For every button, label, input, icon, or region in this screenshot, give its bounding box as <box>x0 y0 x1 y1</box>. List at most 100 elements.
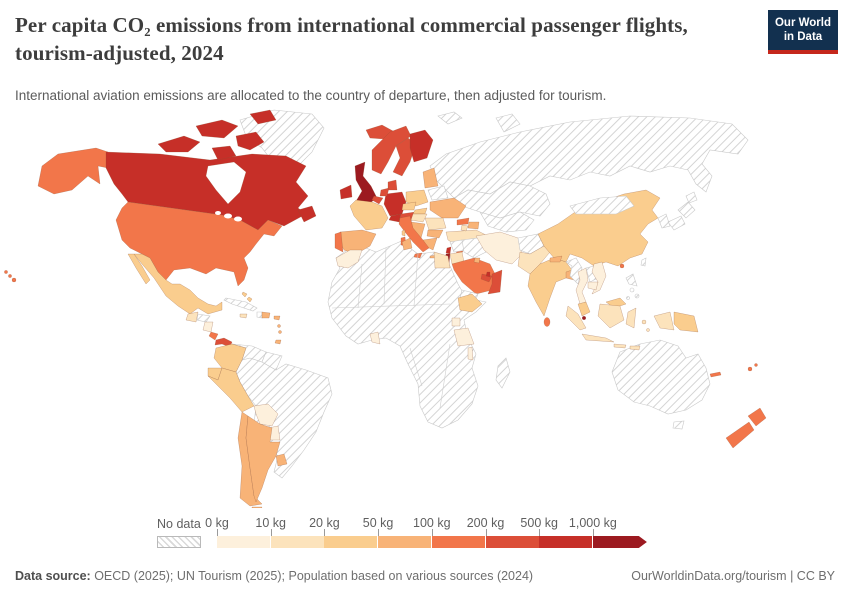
country-lesser-antilles[interactable] <box>277 324 281 328</box>
country-hawaii[interactable] <box>8 274 12 278</box>
country-malawi[interactable] <box>467 346 474 361</box>
legend-bin-4[interactable] <box>431 536 485 548</box>
legend-bin-7[interactable] <box>592 536 647 548</box>
country-new-zealand-south[interactable] <box>725 421 755 449</box>
country-svalbard[interactable] <box>437 111 463 125</box>
country-lebanon[interactable] <box>445 246 452 255</box>
country-malaysia[interactable] <box>577 301 591 317</box>
country-ghana[interactable] <box>369 331 381 345</box>
country-nicaragua[interactable] <box>202 321 214 333</box>
country-philippines[interactable] <box>634 293 640 299</box>
country-belarus[interactable] <box>427 185 449 201</box>
country-canada-island[interactable] <box>195 119 239 139</box>
country-qatar[interactable] <box>485 271 491 278</box>
country-morocco[interactable] <box>335 249 363 269</box>
country-tierra-del-fuego[interactable] <box>251 506 263 508</box>
country-costa-rica[interactable] <box>208 331 219 341</box>
country-georgia[interactable] <box>456 217 470 226</box>
country-fiji[interactable] <box>754 363 758 367</box>
country-belgium[interactable] <box>371 195 384 205</box>
country-slovakia[interactable] <box>412 207 428 215</box>
country-ethiopia[interactable] <box>457 293 483 313</box>
legend-bin-1[interactable] <box>270 536 324 548</box>
license-link[interactable]: OurWorldinData.org/tourism | CC BY <box>631 569 835 583</box>
country-indonesia-sulawesi[interactable] <box>625 307 637 329</box>
country-dominican-republic[interactable] <box>261 311 271 319</box>
country-colombia[interactable] <box>213 343 247 373</box>
country-azerbaijan[interactable] <box>467 221 480 230</box>
legend-bin-6[interactable] <box>539 536 593 548</box>
country-tunisia[interactable] <box>401 237 413 251</box>
country-philippines[interactable] <box>625 273 638 287</box>
country-haiti[interactable] <box>256 311 263 319</box>
country-new-zealand-north[interactable] <box>747 407 767 427</box>
country-uruguay[interactable] <box>275 453 288 467</box>
country-baltics[interactable] <box>422 167 439 189</box>
country-australia[interactable] <box>611 339 711 415</box>
country-indonesia-lesser-sunda[interactable] <box>629 345 641 351</box>
country-novaya-zemlya[interactable] <box>495 113 521 133</box>
country-guyanas[interactable] <box>261 351 283 371</box>
country-ukraine[interactable] <box>429 197 467 219</box>
country-portugal[interactable] <box>334 231 344 253</box>
country-tanzania[interactable] <box>453 327 475 347</box>
country-iran[interactable] <box>475 231 523 265</box>
legend-bin-5[interactable] <box>485 536 539 548</box>
country-denmark[interactable] <box>387 179 398 191</box>
country-sri-lanka[interactable] <box>543 317 551 327</box>
country-indonesia-papua[interactable] <box>653 311 675 331</box>
world-choropleth-map[interactable] <box>0 108 846 508</box>
country-new-caledonia[interactable] <box>709 371 722 378</box>
country-korea[interactable] <box>657 213 671 229</box>
country-fiji[interactable] <box>747 366 753 372</box>
country-hungary[interactable] <box>410 213 428 223</box>
country-united-kingdom[interactable] <box>354 161 378 206</box>
country-taiwan[interactable] <box>640 257 647 267</box>
country-central-asia[interactable] <box>479 211 535 233</box>
country-canada-island[interactable] <box>157 135 201 153</box>
country-kuwait[interactable] <box>473 257 481 264</box>
country-indonesia-sumatra[interactable] <box>565 305 587 331</box>
country-finland[interactable] <box>409 129 434 163</box>
country-japan[interactable] <box>667 215 686 231</box>
country-bolivia[interactable] <box>253 403 279 427</box>
country-newfoundland[interactable] <box>297 205 317 223</box>
country-romania[interactable] <box>424 217 447 231</box>
country-mexico[interactable] <box>133 253 223 315</box>
country-tasmania[interactable] <box>672 420 685 430</box>
country-indonesia-java[interactable] <box>581 333 615 343</box>
country-egypt[interactable] <box>433 251 451 269</box>
country-indonesia-lesser-sunda[interactable] <box>613 343 627 349</box>
country-poland[interactable] <box>405 189 429 207</box>
country-corsica[interactable] <box>401 229 406 237</box>
country-usa[interactable] <box>115 201 283 287</box>
country-france[interactable] <box>349 199 389 231</box>
country-netherlands[interactable] <box>379 187 390 197</box>
country-puerto-rico[interactable] <box>273 315 281 321</box>
country-trinidad[interactable] <box>274 339 282 345</box>
country-indonesia-moluccas[interactable] <box>641 319 647 325</box>
country-japan-hokkaido[interactable] <box>685 191 698 204</box>
country-jamaica[interactable] <box>239 313 248 319</box>
country-bahamas[interactable] <box>241 291 248 298</box>
country-madagascar[interactable] <box>495 357 511 389</box>
country-bulgaria[interactable] <box>426 229 444 239</box>
legend-bin-2[interactable] <box>324 536 378 548</box>
country-hawaii[interactable] <box>11 277 17 283</box>
legend-bin-3[interactable] <box>378 536 432 548</box>
country-singapore[interactable] <box>581 315 587 321</box>
country-mongolia[interactable] <box>569 195 635 215</box>
country-bahamas[interactable] <box>246 296 253 303</box>
country-armenia[interactable] <box>460 224 469 232</box>
country-peru[interactable] <box>207 367 255 413</box>
country-nepal[interactable] <box>549 255 563 263</box>
owid-logo[interactable]: Our World in Data <box>768 10 838 54</box>
country-hawaii[interactable] <box>4 270 8 274</box>
country-ireland[interactable] <box>339 184 353 200</box>
country-cambodia[interactable] <box>587 281 599 291</box>
country-japan[interactable] <box>677 201 696 219</box>
country-philippines[interactable] <box>626 296 630 300</box>
country-oman[interactable] <box>487 269 503 295</box>
country-canada-island[interactable] <box>235 131 265 151</box>
country-papua-new-guinea[interactable] <box>673 311 699 333</box>
